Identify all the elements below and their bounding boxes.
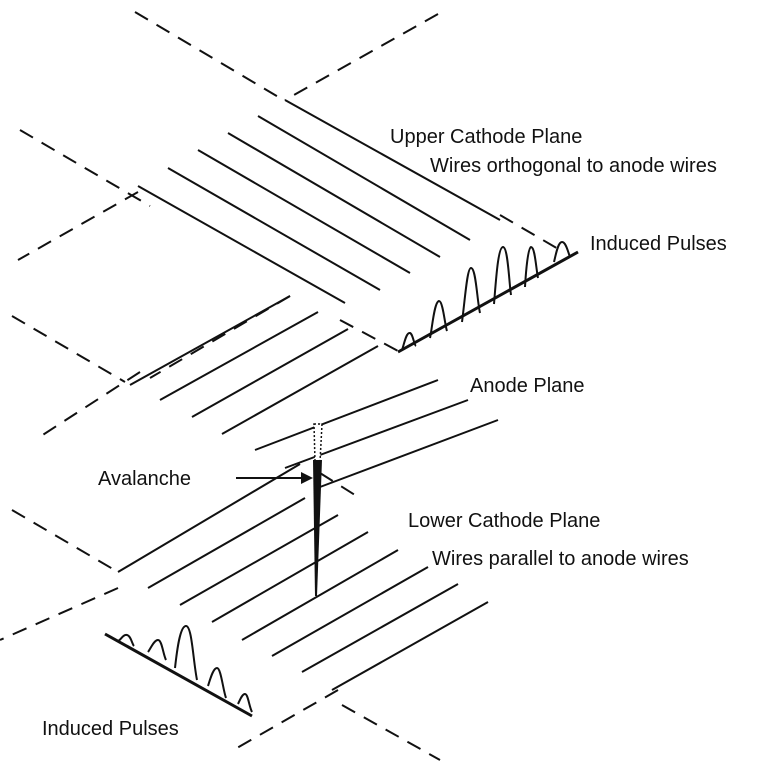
anode-wire	[221, 345, 379, 435]
lower-frame-edge-left-lower	[0, 587, 119, 641]
avalanche-arrow-head	[301, 472, 313, 484]
anode-frame-edge-bottom	[37, 371, 141, 439]
anode-plane-label: Anode Plane	[470, 375, 585, 397]
lower-frame-edge-left	[11, 509, 119, 573]
lower-cathode-wire	[271, 566, 429, 657]
upper-cathode-wire	[197, 149, 411, 274]
lower-cathode-wire	[147, 497, 306, 589]
anode-wire	[191, 328, 349, 418]
upper-frame-edge-left-lower	[17, 191, 139, 261]
upper-cathode-wire	[257, 115, 471, 241]
lower-pulse-trace	[117, 624, 253, 713]
lower-cathode-frame	[0, 509, 441, 761]
avalanche-label: Avalanche	[98, 468, 191, 490]
lower-cathode-title: Lower Cathode Plane	[408, 510, 600, 532]
induced-pulses-lower-label: Induced Pulses	[42, 718, 179, 740]
lower-cathode-wire	[331, 601, 489, 691]
lower-cathode-wire	[179, 514, 339, 606]
lower-pulse-baseline	[104, 632, 253, 718]
lower-cathode-wire	[241, 549, 399, 641]
upper-frame-edge-bottom-center	[339, 319, 401, 353]
anode-wire	[159, 311, 319, 401]
anode-frame-edge-center	[319, 472, 356, 496]
upper-cathode-wire	[167, 167, 381, 291]
upper-frame-edge-right-corner	[499, 214, 561, 251]
lower-cathode-wires	[117, 463, 489, 691]
anode-wire	[129, 295, 291, 386]
upper-cathode-frame	[17, 11, 561, 379]
upper-frame-edge-left	[19, 129, 151, 207]
avalanche-body	[313, 460, 322, 596]
lower-frame-edge-bottom-left	[229, 689, 339, 753]
upper-pulse-baseline	[397, 250, 579, 354]
upper-frame-edge-top	[134, 11, 281, 99]
lower-cathode-desc: Wires parallel to anode wires	[432, 548, 689, 570]
avalanche-shape	[313, 423, 323, 596]
lower-cathode-wire	[117, 463, 301, 573]
avalanche-upper-tail	[313, 423, 323, 463]
induced-pulses-upper-label: Induced Pulses	[590, 233, 727, 255]
upper-induced-pulses	[397, 240, 579, 354]
upper-cathode-wires	[137, 99, 501, 304]
anode-wire	[319, 419, 499, 488]
upper-cathode-wire	[284, 99, 501, 221]
lower-cathode-wire	[301, 583, 459, 673]
lower-induced-pulses	[104, 624, 253, 718]
upper-frame-edge-right	[284, 13, 439, 101]
anode-frame-edge-left	[11, 315, 126, 383]
anode-wire	[284, 399, 469, 469]
lower-cathode-wire	[211, 531, 369, 623]
anode-wire	[254, 379, 439, 451]
upper-cathode-desc: Wires orthogonal to anode wires	[430, 155, 717, 177]
upper-cathode-title: Upper Cathode Plane	[390, 126, 582, 148]
upper-cathode-wire	[227, 132, 441, 258]
upper-cathode-wire	[137, 185, 346, 304]
upper-pulse-trace	[401, 240, 571, 351]
lower-frame-edge-bottom-right	[341, 704, 441, 761]
anode-frame	[11, 315, 356, 496]
anode-wires	[129, 295, 499, 488]
